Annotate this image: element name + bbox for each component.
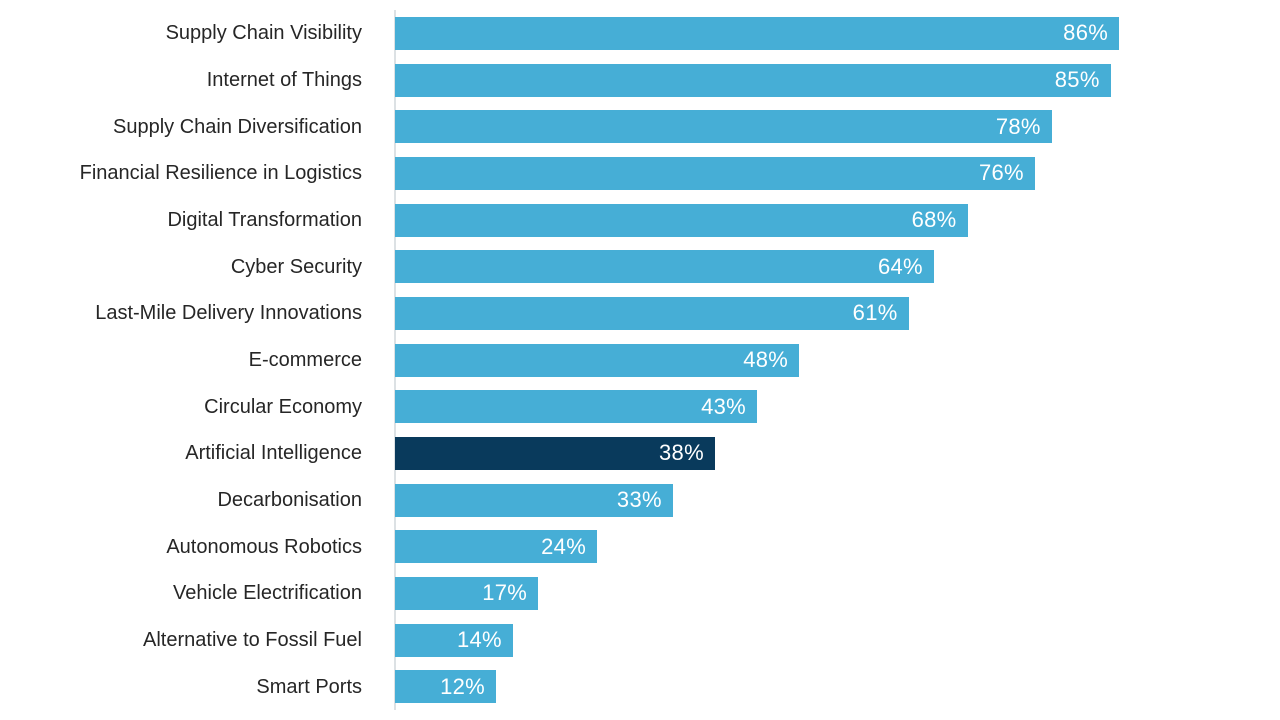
bar-track: 17%	[395, 576, 1280, 610]
value-label: 64%	[877, 253, 923, 279]
category-label: Alternative to Fossil Fuel	[143, 629, 362, 652]
category-label: Decarbonisation	[217, 489, 362, 512]
bar: 85%	[395, 63, 1111, 97]
bar: 64%	[395, 250, 934, 284]
bar-track: 33%	[395, 483, 1280, 517]
bar: 48%	[395, 343, 800, 377]
value-label: 43%	[701, 393, 747, 419]
category-label: Last-Mile Delivery Innovations	[95, 302, 362, 325]
value-label: 76%	[978, 160, 1024, 186]
category-label: E-commerce	[248, 349, 362, 372]
bar-track: 38%	[395, 436, 1280, 470]
value-label: 12%	[440, 673, 486, 699]
category-label: Digital Transformation	[167, 209, 362, 232]
chart-row: Supply Chain Diversification 78%	[0, 103, 1280, 150]
chart-row: Supply Chain Visibility 86%	[0, 10, 1280, 57]
bar: 17%	[395, 576, 539, 610]
category-label: Circular Economy	[204, 395, 362, 418]
category-label: Vehicle Electrification	[173, 582, 362, 605]
value-label: 38%	[659, 440, 704, 466]
bar: 33%	[395, 483, 673, 517]
bar: 12%	[395, 670, 497, 704]
bar-track: 78%	[395, 110, 1280, 144]
category-label: Artificial Intelligence	[185, 442, 362, 465]
bar: 76%	[395, 156, 1035, 190]
chart-row: Circular Economy 43%	[0, 383, 1280, 430]
bar-track: 76%	[395, 156, 1280, 190]
bar: 61%	[395, 296, 909, 330]
bar-track: 12%	[395, 670, 1280, 704]
bar-track: 64%	[395, 250, 1280, 284]
value-label: 86%	[1063, 20, 1109, 46]
bar-track: 43%	[395, 390, 1280, 424]
chart-row: Alternative to Fossil Fuel 14%	[0, 617, 1280, 664]
chart-row: Decarbonisation 33%	[0, 477, 1280, 524]
category-label: Internet of Things	[206, 69, 362, 91]
bar-track: 85%	[395, 63, 1280, 97]
bar-track: 48%	[395, 343, 1280, 377]
category-label: Supply Chain Visibility	[165, 22, 362, 45]
value-label: 85%	[1054, 67, 1100, 92]
chart-row: Vehicle Electrification 17%	[0, 570, 1280, 617]
value-label: 61%	[852, 300, 898, 326]
category-label: Supply Chain Diversification	[112, 115, 362, 138]
bar: 78%	[395, 110, 1052, 144]
category-label: Cyber Security	[230, 255, 362, 278]
category-label: Autonomous Robotics	[166, 535, 362, 558]
value-label: 24%	[541, 533, 587, 559]
chart-row: Internet of Things 85%	[0, 57, 1280, 104]
value-label: 68%	[911, 207, 957, 233]
chart-row: Cyber Security 64%	[0, 243, 1280, 290]
value-label: 33%	[616, 487, 662, 513]
chart-row: Smart Ports 12%	[0, 663, 1280, 710]
category-label: Smart Ports	[256, 675, 362, 698]
bar-track: 61%	[395, 296, 1280, 330]
bar: 86%	[395, 16, 1120, 50]
bar: 14%	[395, 623, 513, 657]
bar-track: 68%	[395, 203, 1280, 237]
chart-row: E-commerce 48%	[0, 337, 1280, 384]
bar-track: 24%	[395, 530, 1280, 564]
chart-row: Autonomous Robotics 24%	[0, 523, 1280, 570]
chart-row: Artificial Intelligence 38%	[0, 430, 1280, 477]
value-label: 78%	[995, 113, 1041, 139]
bar: 24%	[395, 530, 598, 564]
bar: 68%	[395, 203, 968, 237]
chart-row: Financial Resilience in Logistics 76%	[0, 150, 1280, 197]
bar-highlighted: 38%	[395, 436, 715, 470]
bar-track: 86%	[395, 16, 1280, 50]
value-label: 48%	[743, 347, 789, 373]
category-label: Financial Resilience in Logistics	[79, 162, 362, 185]
chart-row: Digital Transformation 68%	[0, 197, 1280, 244]
chart-row: Last-Mile Delivery Innovations 61%	[0, 290, 1280, 337]
bar: 43%	[395, 390, 758, 424]
value-label: 14%	[456, 627, 502, 653]
value-label: 17%	[482, 580, 528, 606]
bar-track: 14%	[395, 623, 1280, 657]
chart-rows: Supply Chain Visibility 86% Internet of Th…	[0, 10, 1280, 710]
